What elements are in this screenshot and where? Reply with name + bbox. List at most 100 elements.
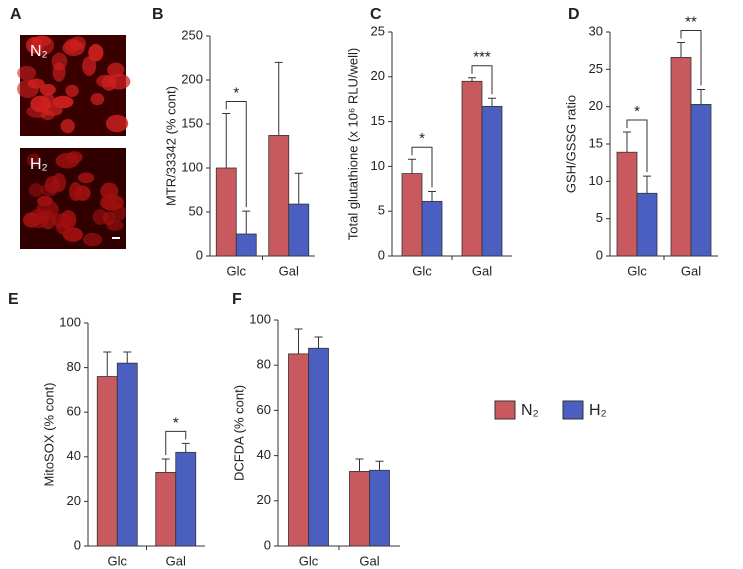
y-tick-label: 30 xyxy=(589,23,603,38)
y-tick-label: 10 xyxy=(371,158,385,173)
legend-label: H₂ xyxy=(589,402,607,419)
panel-label: E xyxy=(8,291,19,308)
significance-bracket xyxy=(165,430,187,456)
legend-label: N₂ xyxy=(521,402,539,419)
bar xyxy=(461,80,483,257)
panel-label: F xyxy=(232,291,242,308)
cell xyxy=(52,95,74,109)
y-tick-label: 10 xyxy=(589,173,603,188)
bar xyxy=(96,376,118,547)
y-axis-label: MTR/33342 (% cont) xyxy=(163,86,178,206)
cell xyxy=(107,73,131,90)
legend-swatch xyxy=(562,400,584,420)
error-bar xyxy=(242,210,251,234)
legend-swatch xyxy=(494,400,516,420)
y-tick-label: 25 xyxy=(589,61,603,76)
bar xyxy=(481,105,503,257)
y-tick-label: 0 xyxy=(196,247,203,262)
y-tick-label: 60 xyxy=(257,402,271,417)
error-bar xyxy=(408,158,416,174)
y-tick-label: 100 xyxy=(181,159,203,174)
significance-bracket xyxy=(411,146,433,188)
y-tick-label: 5 xyxy=(378,203,385,218)
y-tick-label: 0 xyxy=(264,537,271,552)
cells xyxy=(16,35,131,247)
significance-bracket xyxy=(626,119,648,173)
y-tick-label: 150 xyxy=(181,115,203,130)
bar xyxy=(421,200,443,257)
cell xyxy=(17,65,37,81)
bar xyxy=(268,135,290,257)
y-tick-label: 40 xyxy=(67,448,81,463)
significance-label: * xyxy=(173,414,179,431)
error-bar xyxy=(643,175,651,194)
y-axis-label: Total glutathione (x 10⁶ RLU/well) xyxy=(345,48,360,241)
error-bar xyxy=(181,442,190,453)
cell xyxy=(30,95,51,113)
error-bar xyxy=(294,328,303,354)
y-tick-label: 0 xyxy=(596,247,603,262)
error-bar xyxy=(468,77,476,82)
y-tick-label: 15 xyxy=(371,113,385,128)
error-bar xyxy=(677,41,685,58)
significance-label: * xyxy=(233,84,239,101)
x-tick-label: Glc xyxy=(627,263,647,278)
y-tick-label: 100 xyxy=(249,311,271,326)
cell xyxy=(107,62,125,78)
cell xyxy=(26,153,41,167)
cell xyxy=(40,109,55,121)
bar xyxy=(175,451,197,547)
bar xyxy=(369,469,390,547)
cell xyxy=(65,84,79,98)
cell xyxy=(112,204,127,222)
cell xyxy=(105,114,129,133)
y-tick-label: 40 xyxy=(257,447,271,462)
x-tick-label: Glc xyxy=(299,553,319,568)
error-bar xyxy=(375,460,384,471)
bar xyxy=(616,151,638,257)
error-bar xyxy=(274,61,283,136)
bar xyxy=(670,56,692,257)
cell xyxy=(51,52,68,71)
y-tick-label: 60 xyxy=(67,404,81,419)
bar xyxy=(116,362,138,547)
error-bar xyxy=(123,351,132,364)
y-tick-label: 20 xyxy=(257,492,271,507)
y-tick-label: 50 xyxy=(189,203,203,218)
y-tick-label: 0 xyxy=(378,247,385,262)
x-tick-label: Glc xyxy=(412,263,432,278)
error-bar xyxy=(314,336,323,349)
cell xyxy=(64,38,81,54)
y-tick-label: 25 xyxy=(371,23,385,38)
y-axis-label: DCFDA (% cont) xyxy=(231,385,246,481)
error-bar xyxy=(294,172,303,205)
bar xyxy=(349,471,370,547)
error-bar xyxy=(161,458,170,473)
panel-label: A xyxy=(10,6,22,23)
panel-label: D xyxy=(568,6,580,23)
error-bar xyxy=(428,190,436,202)
x-tick-label: Gal xyxy=(359,553,379,568)
cell xyxy=(88,43,104,62)
significance-label: ** xyxy=(685,13,697,30)
x-tick-label: Gal xyxy=(472,263,492,278)
error-bar xyxy=(623,131,631,153)
significance-label: * xyxy=(634,103,640,120)
panel-label: C xyxy=(370,6,382,23)
x-tick-label: Glc xyxy=(108,553,128,568)
cell xyxy=(60,118,75,134)
error-bar xyxy=(697,88,705,105)
cell xyxy=(90,92,105,106)
x-tick-label: Gal xyxy=(279,263,299,278)
bar xyxy=(155,472,177,547)
bar xyxy=(401,173,423,257)
y-tick-label: 0 xyxy=(74,537,81,552)
bar xyxy=(690,104,712,257)
y-tick-label: 15 xyxy=(589,135,603,150)
significance-bracket xyxy=(680,29,702,86)
error-bar xyxy=(103,351,112,377)
image-label: H₂ xyxy=(30,156,48,173)
error-bar xyxy=(222,112,231,168)
cell xyxy=(82,232,103,247)
